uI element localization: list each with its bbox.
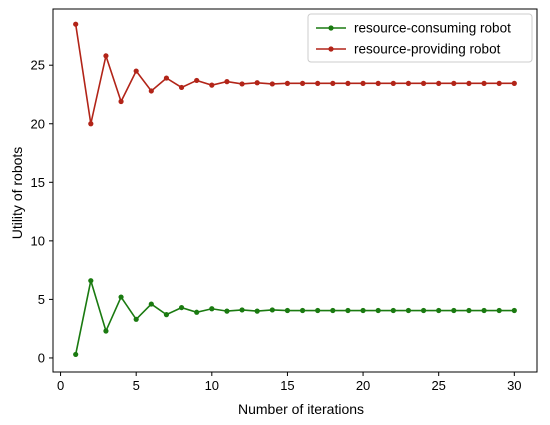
data-point (254, 308, 260, 314)
data-point (178, 304, 185, 311)
data-point (360, 307, 366, 314)
data-point (254, 80, 260, 86)
data-point (118, 98, 124, 105)
plot-area (52, 8, 538, 373)
legend-label: resource-providing robot (354, 42, 501, 57)
data-point (375, 307, 381, 314)
data-point (239, 307, 245, 313)
y-tick-label: 20 (31, 116, 45, 131)
data-point (360, 80, 366, 86)
x-tick-label: 0 (57, 378, 64, 393)
data-point (163, 312, 170, 318)
data-point (315, 307, 321, 314)
data-point (148, 301, 154, 307)
data-point (284, 307, 291, 314)
data-point (88, 121, 94, 127)
y-tick-label: 5 (38, 292, 45, 307)
series-layer (73, 21, 517, 358)
data-point (466, 307, 472, 314)
data-point (481, 80, 487, 86)
data-point (133, 316, 139, 322)
y-axis-title: Utility of robots (9, 147, 25, 240)
x-tick-label: 30 (507, 378, 521, 393)
data-point (224, 79, 230, 85)
data-point (299, 307, 306, 314)
y-tick-label: 25 (31, 58, 45, 73)
data-point (178, 84, 185, 91)
y-axis: 0 5 10 15 20 25 (31, 58, 53, 365)
data-point (194, 77, 200, 84)
data-point (390, 80, 396, 86)
data-point (496, 80, 502, 86)
y-tick-label: 0 (38, 350, 45, 365)
plot-frame (52, 8, 538, 373)
data-point (436, 80, 442, 86)
series-resource-providing (73, 21, 517, 127)
data-point (375, 80, 381, 86)
data-point (284, 80, 291, 86)
data-point (103, 328, 109, 334)
data-point (420, 80, 427, 86)
x-axis: 0 5 10 15 20 25 30 (57, 372, 522, 393)
legend-label: resource-consuming robot (354, 21, 511, 36)
data-point (330, 80, 336, 86)
legend: resource-consuming robot resource-providi… (307, 13, 533, 63)
x-tick-label: 5 (133, 378, 140, 393)
x-axis-title: Number of iterations (238, 401, 364, 417)
x-tick-label: 20 (356, 378, 370, 393)
series-line (74, 280, 515, 355)
data-point (420, 307, 427, 314)
data-point (315, 80, 321, 86)
data-point (73, 21, 79, 27)
data-point (118, 294, 124, 300)
data-point (88, 278, 94, 284)
data-point (451, 80, 457, 86)
data-point (224, 308, 230, 314)
data-point (511, 80, 517, 86)
data-point (209, 306, 215, 312)
data-point (239, 81, 245, 87)
x-tick-label: 15 (280, 378, 294, 393)
legend-swatch-marker (328, 46, 334, 52)
series-resource-consuming (73, 278, 517, 358)
data-point (405, 80, 412, 86)
legend-box (307, 13, 533, 63)
x-tick-label: 10 (205, 378, 219, 393)
data-point (345, 307, 351, 314)
data-point (299, 80, 306, 86)
data-point (209, 82, 215, 88)
data-point (148, 88, 154, 94)
data-point (511, 307, 517, 314)
data-point (496, 307, 502, 314)
x-tick-label: 25 (431, 378, 445, 393)
legend-swatch-marker (328, 25, 334, 31)
data-point (390, 307, 396, 314)
data-point (436, 307, 442, 314)
y-tick-label: 15 (31, 175, 45, 190)
data-point (330, 307, 336, 314)
data-point (163, 75, 170, 81)
y-tick-label: 10 (31, 233, 45, 248)
data-point (451, 307, 457, 314)
data-point (269, 307, 275, 313)
data-point (405, 307, 412, 314)
data-point (133, 68, 139, 74)
data-point (345, 80, 351, 86)
data-point (194, 309, 200, 315)
data-point (73, 351, 79, 358)
data-point (466, 80, 472, 86)
data-point (481, 307, 487, 314)
data-point (103, 53, 109, 59)
data-point (269, 81, 275, 87)
